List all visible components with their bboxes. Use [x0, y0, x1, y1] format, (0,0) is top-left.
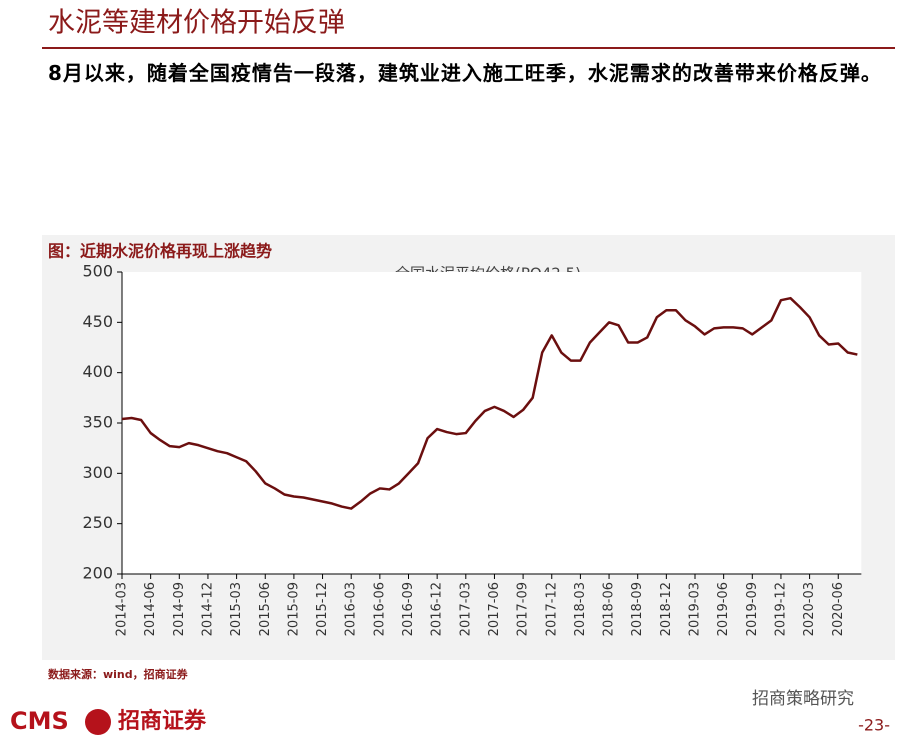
page-number: -23- — [858, 716, 890, 735]
x-tick-label: 2018-06 — [602, 582, 617, 636]
x-tick-label: 2017-09 — [516, 582, 531, 636]
x-tick-label: 2017-06 — [487, 582, 502, 636]
chart-caption: 图：近期水泥价格再现上涨趋势 — [48, 242, 272, 261]
x-tick-label: 2015-03 — [229, 582, 244, 636]
x-tick-label: 2018-09 — [630, 582, 645, 636]
plot-area — [122, 272, 862, 574]
y-tick-label: 200 — [82, 564, 113, 583]
y-tick-label: 350 — [82, 413, 113, 432]
x-tick-label: 2019-09 — [745, 582, 760, 636]
x-tick-label: 2018-12 — [659, 582, 674, 636]
body-box: 8月以来，随着全国疫情告一段落，建筑业进入施工旺季，水泥需求的改善带来价格反弹。 — [48, 61, 882, 85]
logo: CMS — [10, 707, 69, 735]
x-tick-label: 2019-06 — [716, 582, 731, 636]
x-tick-label: 2020-03 — [802, 582, 817, 636]
y-tick-label: 400 — [82, 362, 113, 381]
heading: 水泥等建材价格开始反弹 — [48, 8, 345, 39]
y-tick-label: 500 — [82, 262, 113, 281]
x-tick-label: 2014-03 — [115, 582, 130, 636]
x-tick-label: 2018-03 — [573, 582, 588, 636]
x-tick-label: 2015-09 — [286, 582, 301, 636]
y-tick-label: 250 — [82, 513, 113, 532]
x-tick-label: 2016-12 — [430, 582, 445, 636]
y-tick-label: 450 — [82, 312, 113, 331]
x-tick-label: 2017-12 — [544, 582, 559, 636]
x-tick-label: 2014-12 — [200, 582, 215, 636]
plot: 200 250 300 350 400 450 500 2014-03 2014-06 2014-… — [82, 262, 862, 636]
body-text: 8月以来，随着全国疫情告一段落，建筑业进入施工旺季，水泥需求的改善带来价格反弹。 — [48, 61, 882, 85]
x-tick-label: 2020-06 — [831, 582, 846, 636]
brand: 招商证券 — [118, 708, 207, 734]
y-tick-label: 300 — [82, 463, 113, 482]
x-tick-label: 2019-12 — [773, 582, 788, 636]
x-tick-label: 2017-03 — [458, 582, 473, 636]
x-tick-label: 2014-06 — [143, 582, 158, 636]
watermark: 招商策略研究 — [752, 689, 854, 709]
x-tick-label: 2019-03 — [688, 582, 703, 636]
logo-icon — [85, 709, 111, 735]
x-tick-label: 2016-09 — [401, 582, 416, 636]
x-tick-label: 2014-09 — [172, 582, 187, 636]
x-tick-label: 2015-06 — [258, 582, 273, 636]
x-tick-label: 2015-12 — [315, 582, 330, 636]
x-tick-label: 2016-06 — [372, 582, 387, 636]
x-tick-label: 2016-03 — [344, 582, 359, 636]
price-line — [121, 296, 858, 510]
source: 数据来源：wind，招商证券 — [48, 667, 189, 681]
